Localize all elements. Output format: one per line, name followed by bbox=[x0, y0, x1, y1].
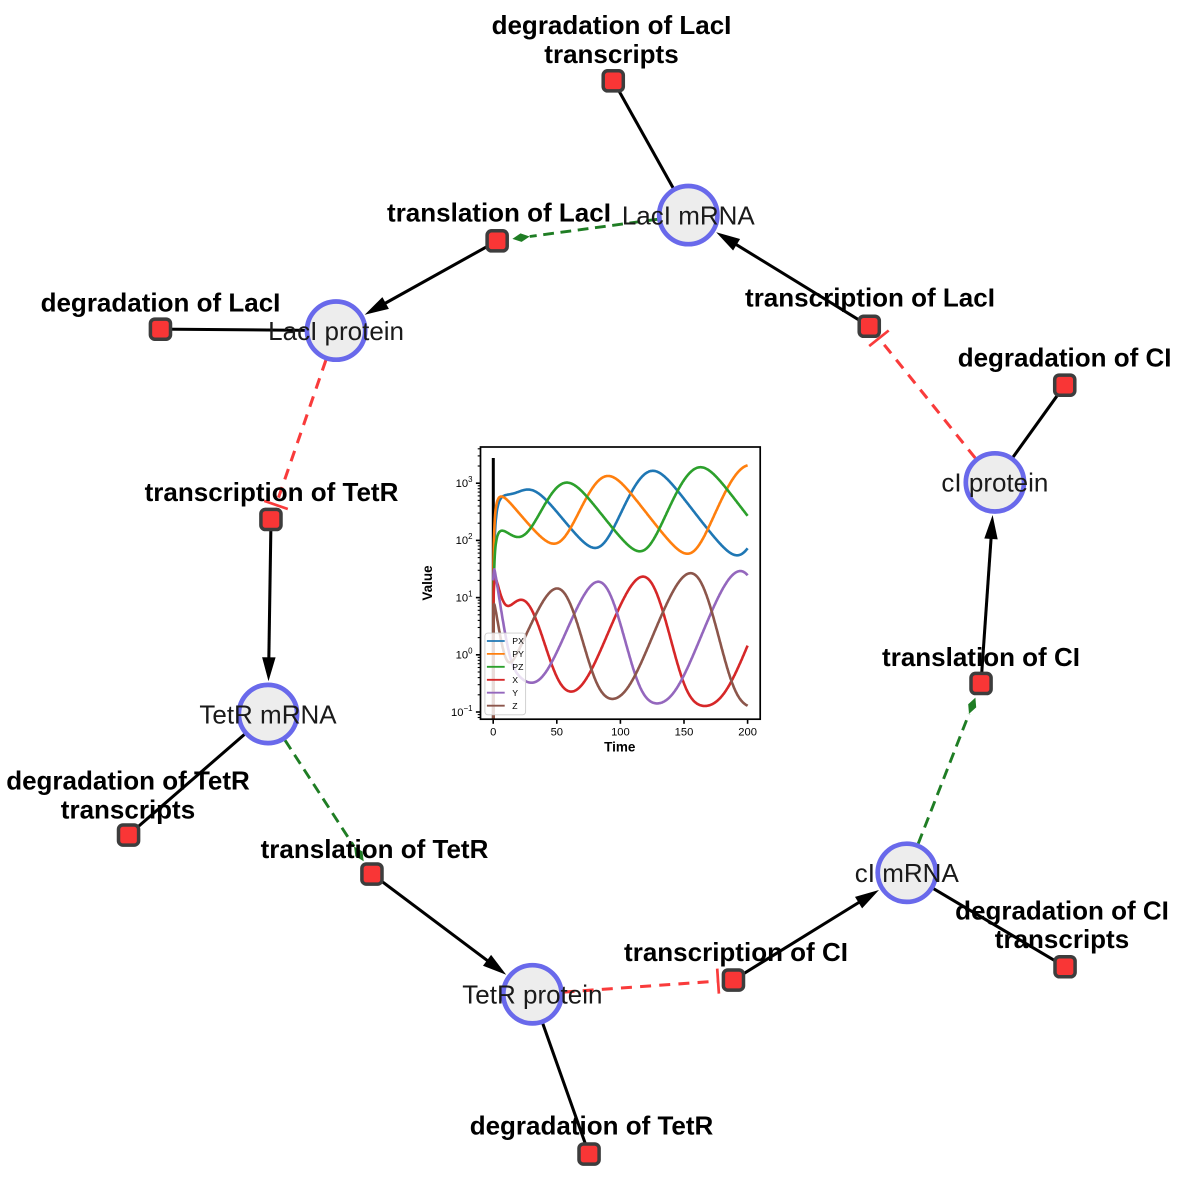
svg-text:150: 150 bbox=[675, 727, 694, 739]
svg-text:degradation of TetR: degradation of TetR bbox=[470, 1110, 714, 1140]
svg-text:Value: Value bbox=[420, 565, 435, 601]
svg-text:translation of CI: translation of CI bbox=[882, 642, 1080, 672]
svg-text:transcription of LacI: transcription of LacI bbox=[745, 282, 995, 312]
svg-text:degradation of TetR: degradation of TetR bbox=[6, 765, 250, 795]
svg-text:degradation of LacI: degradation of LacI bbox=[492, 10, 732, 40]
svg-text:PZ: PZ bbox=[512, 662, 524, 672]
svg-text:50: 50 bbox=[551, 727, 563, 739]
svg-text:PX: PX bbox=[512, 636, 524, 646]
svg-text:Time: Time bbox=[604, 740, 636, 755]
svg-text:200: 200 bbox=[738, 727, 757, 739]
svg-text:degradation of LacI: degradation of LacI bbox=[41, 287, 281, 317]
svg-text:100: 100 bbox=[611, 727, 630, 739]
svg-text:translation of LacI: translation of LacI bbox=[387, 197, 611, 227]
svg-text:LacI protein: LacI protein bbox=[268, 316, 404, 346]
svg-text:transcripts: transcripts bbox=[995, 924, 1129, 954]
svg-text:Y: Y bbox=[512, 688, 518, 698]
svg-text:0: 0 bbox=[490, 727, 496, 739]
svg-text:transcripts: transcripts bbox=[61, 794, 195, 824]
svg-text:degradation of CI: degradation of CI bbox=[958, 343, 1172, 373]
svg-text:transcription of TetR: transcription of TetR bbox=[145, 477, 399, 507]
svg-text:PY: PY bbox=[512, 649, 524, 659]
svg-text:Z: Z bbox=[512, 701, 518, 711]
svg-text:TetR mRNA: TetR mRNA bbox=[199, 699, 337, 729]
svg-text:degradation of CI: degradation of CI bbox=[955, 895, 1169, 925]
svg-text:X: X bbox=[512, 675, 518, 685]
svg-text:cI protein: cI protein bbox=[941, 468, 1048, 498]
svg-text:cI mRNA: cI mRNA bbox=[855, 858, 960, 888]
svg-text:transcription of CI: transcription of CI bbox=[624, 937, 848, 967]
svg-text:translation of TetR: translation of TetR bbox=[261, 834, 489, 864]
svg-text:transcripts: transcripts bbox=[544, 39, 678, 69]
svg-text:LacI mRNA: LacI mRNA bbox=[622, 200, 756, 230]
svg-text:TetR protein: TetR protein bbox=[462, 980, 602, 1010]
